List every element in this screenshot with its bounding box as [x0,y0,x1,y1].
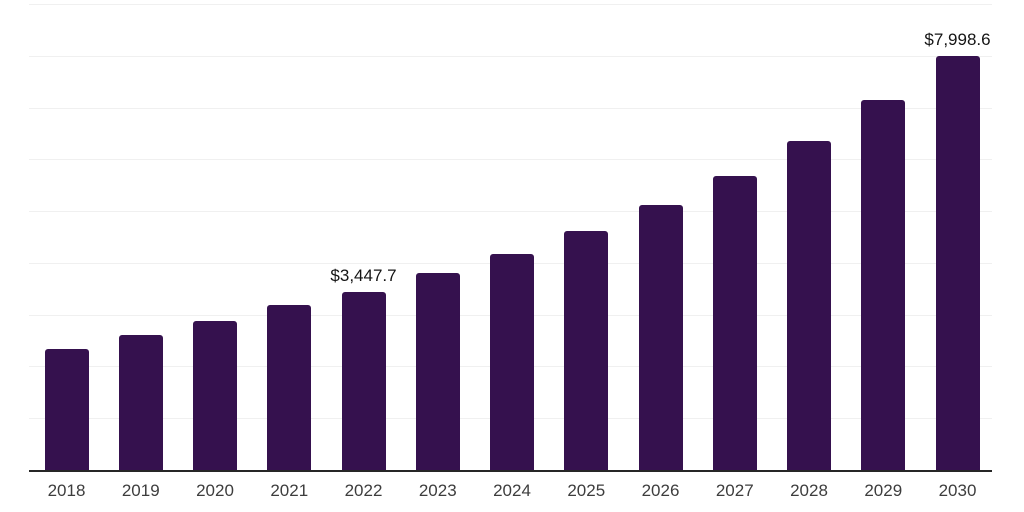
bar-2024 [490,254,534,470]
gridline-9000 [29,4,992,5]
x-tick-label-2023: 2023 [418,481,457,500]
x-tick-label-2021: 2021 [270,481,309,500]
x-tick-label-2025: 2025 [567,481,606,500]
plot-area: $3,447.7 $7,998.6 [29,0,992,472]
x-tick-label-2024: 2024 [493,481,531,500]
bar-2018 [44,348,89,470]
x-tick-label-2027: 2027 [715,481,754,500]
x-axis-labels: 2018 2019 2020 2021 2022 2023 2024 2025 2026 2027… [29,481,992,507]
bar-2026 [638,204,683,470]
gridline-7000 [29,107,992,109]
bar-2020 [193,320,237,470]
x-tick-label-2020: 2020 [196,481,234,500]
bar-2021 [267,304,312,470]
value-label-2030: $7,998.6 [924,30,991,50]
bar-2022 [341,291,386,470]
x-tick-label-2022: 2022 [344,481,383,500]
bar-2025 [564,230,609,470]
bar-2023 [415,273,460,470]
bar-2029 [861,99,906,470]
gridline-6000 [29,159,992,161]
x-tick-label-2019: 2019 [121,481,160,500]
bar-2028 [787,141,831,470]
gridline-8000 [29,55,992,57]
x-tick-label-2018: 2018 [47,481,86,500]
gridline-5000 [29,211,992,213]
x-tick-label-2030: 2030 [938,481,977,500]
bar-2030 [935,55,980,470]
x-tick-label-2029: 2029 [864,481,903,500]
bar-2027 [712,175,757,470]
bar-2019 [118,334,163,470]
x-tick-label-2026: 2026 [641,481,680,500]
value-label-2022: $3,447.7 [330,265,397,285]
x-tick-label-2028: 2028 [790,481,828,500]
